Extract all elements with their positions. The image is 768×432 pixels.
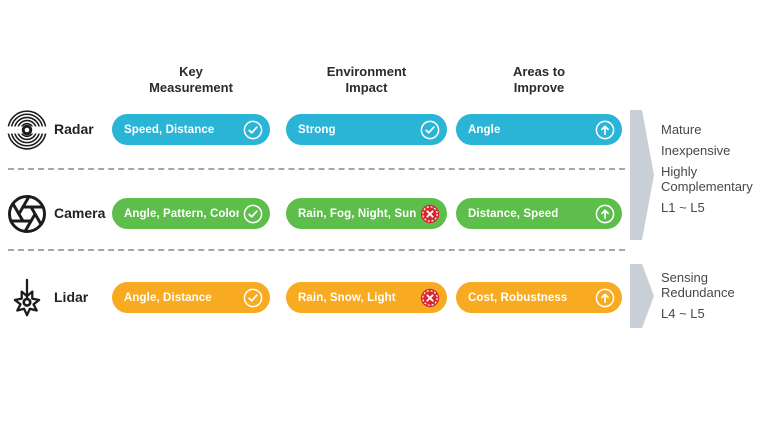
pill-text: Angle xyxy=(468,123,501,136)
bracket-radar-camera xyxy=(630,110,654,240)
header-line: Key xyxy=(179,64,203,79)
pill-text: Cost, Robustness xyxy=(468,291,568,304)
annotation-line: Highly Complementary xyxy=(661,164,753,194)
pill-text: Angle, Distance xyxy=(124,291,212,304)
annotation-line: Sensing Redundance xyxy=(661,270,735,300)
sensor-label-radar: Radar xyxy=(54,121,94,137)
pill-camera-areas-to-improve: Distance, Speed xyxy=(456,198,622,229)
pill-radar-key-measurement: Speed, Distance xyxy=(112,114,270,145)
annotation-line: Mature xyxy=(661,122,702,137)
pill-text: Angle, Pattern, Color xyxy=(124,207,239,220)
pill-lidar-environment-impact: Rain, Snow, Light xyxy=(286,282,447,313)
sensor-label-camera: Camera xyxy=(54,205,106,221)
arrow-up-circle-icon xyxy=(595,288,615,307)
pill-text: Distance, Speed xyxy=(468,207,559,220)
pill-text: Rain, Snow, Light xyxy=(298,291,396,304)
check-circle-icon xyxy=(243,204,263,223)
pill-text: Speed, Distance xyxy=(124,123,215,136)
column-header-environment-impact: Environment Impact xyxy=(286,64,447,96)
pill-text: Strong xyxy=(298,123,336,136)
header-line: Measurement xyxy=(149,80,233,95)
annotation-line: Inexpensive xyxy=(661,143,731,158)
header-line: Impact xyxy=(345,80,388,95)
pill-radar-environment-impact: Strong xyxy=(286,114,447,145)
pill-camera-environment-impact: Rain, Fog, Night, Sun xyxy=(286,198,447,229)
pill-lidar-areas-to-improve: Cost, Robustness xyxy=(456,282,622,313)
annotation-radar-camera: Mature Inexpensive Highly Complementary … xyxy=(661,122,765,215)
arrow-up-circle-icon xyxy=(595,120,615,139)
bracket-lidar xyxy=(630,264,654,328)
header-line: Areas to xyxy=(512,64,566,79)
annotation-level-range: L1 ~ L5 xyxy=(661,200,705,215)
pill-text: Rain, Fog, Night, Sun xyxy=(298,207,416,220)
header-line: Environment xyxy=(326,64,407,79)
lidar-star-icon xyxy=(13,278,41,317)
check-circle-icon xyxy=(243,288,263,307)
cross-badge-icon xyxy=(420,288,440,307)
aperture-icon xyxy=(8,195,46,233)
pill-camera-key-measurement: Angle, Pattern, Color xyxy=(112,198,270,229)
arrow-up-circle-icon xyxy=(595,204,615,223)
header-line: Improve xyxy=(513,80,565,95)
cross-badge-icon xyxy=(420,204,440,223)
annotation-lidar: Sensing Redundance L4 ~ L5 xyxy=(661,270,765,321)
check-circle-icon xyxy=(243,120,263,139)
check-circle-icon xyxy=(420,120,440,139)
sensor-label-lidar: Lidar xyxy=(54,289,89,305)
row-divider xyxy=(8,168,625,170)
annotation-level-range: L4 ~ L5 xyxy=(661,306,705,321)
column-header-areas-to-improve: Areas to Improve xyxy=(456,64,622,96)
pill-lidar-key-measurement: Angle, Distance xyxy=(112,282,270,313)
radar-waves-icon xyxy=(6,110,48,150)
pill-radar-areas-to-improve: Angle xyxy=(456,114,622,145)
column-header-key-measurement: Key Measurement xyxy=(112,64,270,96)
row-divider xyxy=(8,249,625,251)
